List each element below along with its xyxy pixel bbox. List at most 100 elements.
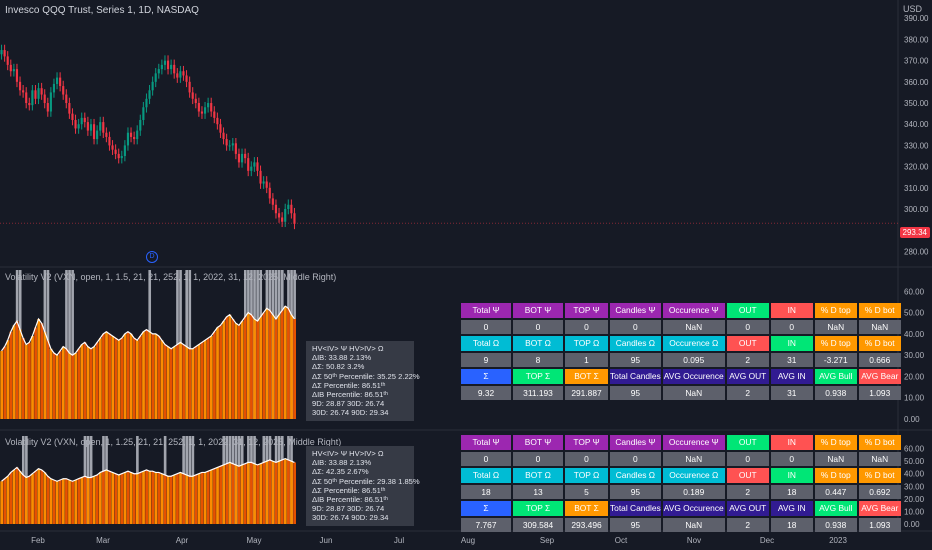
volatility-bar: [222, 464, 226, 524]
volatility-bar: [176, 473, 179, 524]
candle-body: [18, 81, 22, 91]
volatility-tooltip-2: HV<IV> Ψ HV>IV> Ω ΔIB: 33.88 2.13% ΔΣ: 4…: [306, 446, 420, 526]
table-cell: BOT Σ: [565, 369, 608, 384]
volatility-bar: [256, 464, 259, 524]
volatility-bar: [216, 327, 219, 419]
indicator-title-1[interactable]: Volatility V2 (VXN, open, 1, 1.5, 21, 21…: [5, 272, 337, 282]
table-cell: 0: [610, 319, 661, 334]
volatility-bar: [3, 478, 7, 524]
volatility-bar: [92, 346, 96, 419]
candle-body: [166, 60, 170, 70]
table-cell: AVG OUT: [726, 501, 769, 516]
volatility-bar: [172, 474, 176, 524]
volatility-bar: [237, 466, 241, 524]
table-cell: 0.692: [858, 484, 901, 499]
table-cell: NaN: [814, 319, 857, 334]
volatility-bar: [31, 335, 34, 419]
table-cell: OUT: [726, 435, 769, 450]
table-cell: 0.938: [814, 385, 857, 400]
tip1-line: ΔIB Percentile: 86.51ᵗʰ: [312, 390, 388, 400]
candle-body: [277, 213, 281, 218]
volatility-bar: [154, 333, 158, 419]
candle-body: [129, 132, 133, 137]
volatility-bar: [114, 473, 118, 524]
table-cell: BOT Ψ: [513, 435, 563, 450]
volatility-bar: [246, 462, 250, 524]
volatility-bar: [108, 471, 111, 524]
volatility-bar: [169, 348, 173, 419]
volatility-bar: [34, 327, 37, 419]
y-tick-label: 40.00: [904, 330, 925, 339]
table-cell: IN: [770, 336, 813, 351]
table-cell: AVG IN: [770, 501, 813, 516]
volatility-line: [1, 305, 295, 356]
table-cell: TOP Ψ: [565, 435, 608, 450]
candle-body: [170, 64, 173, 70]
volatility-bar: [80, 344, 84, 419]
candle-body: [111, 145, 114, 150]
x-tick-label: Sep: [540, 536, 555, 545]
x-tick-label: Dec: [760, 536, 774, 545]
volatility-bar: [55, 355, 59, 419]
volatility-bar: [40, 323, 44, 419]
volatility-bar: [65, 348, 68, 419]
volatility-bar: [12, 325, 16, 419]
dividend-marker-icon[interactable]: D: [146, 251, 158, 263]
highlight-band: [68, 270, 71, 419]
candle-body: [28, 103, 31, 106]
stats-table-top: Total Ψ BOT Ψ TOP Ψ Candles Ψ Occurence …: [459, 301, 903, 402]
candle-body: [142, 107, 145, 120]
volatility-line: [1, 457, 295, 482]
y-tick-label: 40.00: [904, 470, 925, 479]
table-cell: TOP Σ: [513, 501, 563, 516]
volatility-bar: [21, 474, 25, 524]
volatility-bar: [225, 463, 229, 524]
volatility-bar: [126, 331, 130, 419]
candle-body: [222, 132, 225, 140]
table-cell: 0.938: [814, 517, 857, 532]
volatility-bar: [271, 314, 275, 419]
candle-body: [274, 204, 278, 214]
candle-body: [117, 153, 120, 159]
candle-body: [0, 50, 3, 55]
volatility-bar: [139, 335, 142, 419]
table-cell: 9.32: [461, 385, 511, 400]
volatility-bar: [216, 467, 219, 524]
volatility-bar: [259, 316, 263, 419]
candle-body: [99, 122, 102, 131]
volatility-bar: [151, 471, 155, 524]
candle-body: [105, 132, 108, 137]
table-cell: 13: [513, 484, 563, 499]
highlight-band: [65, 270, 68, 419]
table-cell: 95: [610, 484, 661, 499]
table-cell: 5: [565, 484, 608, 499]
volatility-bar: [280, 459, 284, 524]
volatility-bar: [265, 461, 269, 524]
volatility-bar: [132, 473, 136, 524]
volatility-bar: [151, 333, 155, 419]
volatility-bar: [108, 333, 111, 419]
volatility-bar: [219, 325, 222, 419]
candle-body: [253, 162, 256, 167]
volatility-bar: [268, 459, 272, 524]
candle-body: [200, 111, 204, 114]
table-cell: AVG OUT: [726, 369, 769, 384]
candle-body: [179, 71, 182, 78]
table-cell: Candles Ω: [610, 336, 661, 351]
volatility-bar: [129, 333, 133, 419]
volatility-bar: [283, 306, 287, 419]
candle-body: [281, 217, 284, 222]
volatility-bar: [293, 318, 296, 419]
volatility-bar: [117, 474, 121, 524]
table-cell: IN: [770, 468, 813, 483]
indicator-title-2[interactable]: Volatility V2 (VXN, open, 1, 1.25, 21, 2…: [5, 437, 342, 447]
volatility-bar: [98, 472, 102, 524]
candle-body: [37, 88, 40, 99]
volatility-bar: [160, 340, 164, 419]
candle-body: [59, 77, 62, 87]
candle-body: [213, 111, 216, 118]
table-cell: % D bot: [858, 303, 901, 318]
table-cell: % D top: [814, 435, 857, 450]
table-cell: OUT: [726, 303, 769, 318]
volatility-bar: [148, 331, 152, 419]
